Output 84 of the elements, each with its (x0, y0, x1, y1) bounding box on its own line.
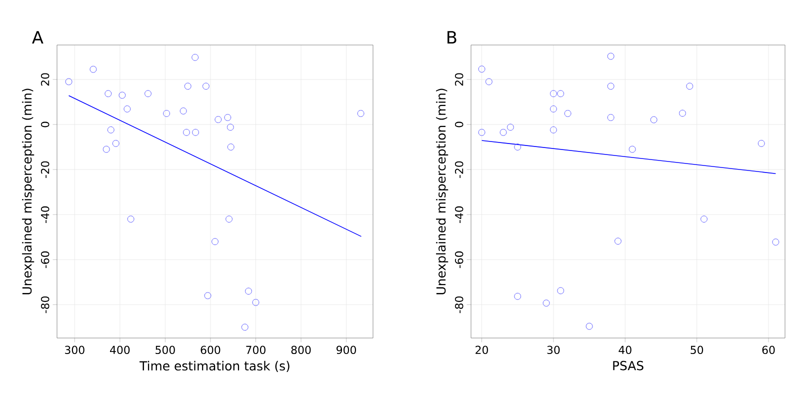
y-tick-label: -60 (40, 251, 50, 268)
point (550, 126, 557, 134)
y-tick-label: -20 (40, 161, 50, 178)
point (485, 78, 492, 86)
x-tick-label: 50 (690, 346, 704, 354)
x-axis-title: PSAS (613, 360, 644, 370)
point (586, 322, 593, 330)
chart-title: B (448, 31, 456, 44)
point (614, 238, 622, 245)
point (226, 216, 232, 223)
y-tick-label: 0 (454, 122, 464, 128)
point (506, 124, 514, 131)
point (212, 238, 218, 246)
x-tick-label: 500 (156, 346, 175, 354)
point (478, 128, 486, 136)
x-axis-title: Time estimation task (s) (140, 360, 290, 372)
point (550, 106, 557, 112)
y-tick-label: -80 (40, 296, 50, 314)
point (214, 116, 222, 123)
point (226, 124, 234, 131)
point (650, 116, 658, 124)
point (192, 54, 199, 61)
point (478, 66, 486, 73)
y-tick-label: -20 (454, 161, 464, 178)
y-tick-label: -40 (454, 206, 464, 223)
point (607, 52, 614, 60)
point (564, 110, 572, 117)
point (183, 128, 190, 136)
point (542, 300, 550, 307)
point (700, 216, 708, 223)
point (118, 92, 126, 99)
chart-title: A (32, 31, 44, 44)
point (557, 287, 564, 294)
point (180, 108, 187, 114)
point (245, 288, 252, 295)
y-tick-label: 0 (40, 122, 50, 128)
point (500, 128, 507, 136)
y-axis-title: Unexplained misperception (min) (436, 88, 448, 294)
point (241, 324, 248, 331)
x-tick-label: 800 (291, 346, 311, 354)
point (252, 298, 260, 306)
point (550, 90, 557, 98)
point (144, 90, 152, 98)
point (227, 144, 234, 150)
point (65, 78, 72, 86)
point (679, 110, 686, 117)
point (163, 110, 170, 117)
x-tick-label: 700 (246, 346, 266, 354)
point (204, 292, 212, 300)
point (192, 128, 199, 136)
y-tick-label: -60 (454, 251, 464, 268)
point (514, 144, 522, 150)
point (772, 238, 780, 246)
x-tick-label: 30 (547, 346, 560, 354)
point (202, 82, 210, 90)
x-tick-label: 900 (336, 346, 356, 354)
point (628, 146, 636, 153)
point (127, 216, 134, 223)
y-axis-title: Unexplained misperception (min) (22, 88, 34, 294)
y-tick-label: -40 (40, 206, 50, 223)
point (686, 82, 694, 90)
point (514, 292, 522, 300)
y-tick-label: 20 (40, 73, 50, 86)
point (124, 106, 131, 112)
y-tick-label: -80 (454, 296, 464, 314)
y-tick-label: 20 (454, 73, 464, 86)
x-tick-label: 300 (65, 346, 84, 354)
x-tick-label: 60 (762, 346, 775, 354)
point (758, 140, 765, 147)
point (557, 90, 564, 98)
x-tick-label: 600 (200, 346, 220, 354)
point (102, 146, 110, 153)
point (224, 114, 232, 121)
point (104, 90, 112, 98)
point (607, 82, 614, 90)
point (184, 82, 192, 90)
point (90, 66, 97, 73)
x-tick-label: 400 (110, 346, 130, 354)
x-tick-label: 40 (618, 346, 632, 354)
point (607, 114, 614, 121)
point (112, 140, 120, 147)
point (357, 110, 364, 117)
x-tick-label: 20 (476, 346, 488, 354)
point (107, 126, 114, 134)
